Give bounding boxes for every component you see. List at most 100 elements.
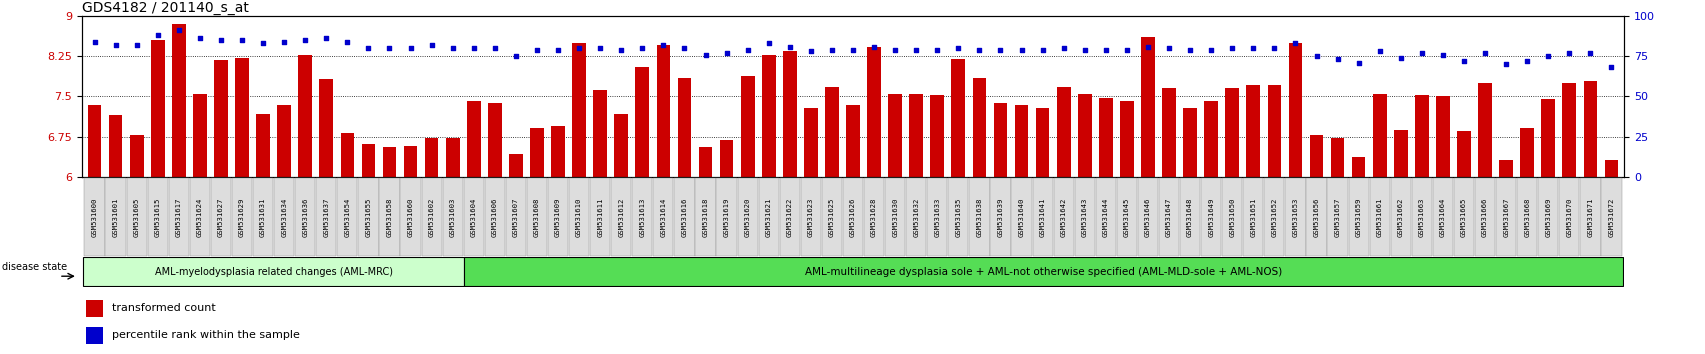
- FancyBboxPatch shape: [1221, 178, 1241, 256]
- Text: GSM531610: GSM531610: [576, 197, 581, 236]
- Point: [544, 47, 571, 53]
- Text: GSM531621: GSM531621: [766, 197, 771, 236]
- FancyBboxPatch shape: [126, 178, 147, 256]
- Bar: [1309, 135, 1323, 177]
- Bar: [909, 94, 922, 177]
- Point: [1344, 60, 1371, 65]
- Bar: [1014, 104, 1028, 177]
- Text: GSM531639: GSM531639: [997, 197, 1003, 236]
- Bar: [530, 127, 544, 177]
- Text: GSM531616: GSM531616: [680, 197, 687, 236]
- Text: GSM531605: GSM531605: [133, 197, 140, 236]
- FancyBboxPatch shape: [569, 178, 588, 256]
- Bar: [319, 79, 332, 177]
- FancyBboxPatch shape: [1579, 178, 1599, 256]
- Text: GSM531668: GSM531668: [1523, 197, 1529, 236]
- Bar: [256, 114, 269, 177]
- Point: [523, 47, 551, 53]
- Bar: [341, 133, 355, 177]
- FancyBboxPatch shape: [779, 178, 800, 256]
- FancyBboxPatch shape: [633, 178, 651, 256]
- Text: GSM531611: GSM531611: [597, 197, 604, 236]
- Point: [271, 39, 298, 45]
- Bar: [866, 47, 880, 177]
- FancyBboxPatch shape: [295, 178, 315, 256]
- Point: [1575, 50, 1603, 56]
- Bar: [740, 76, 754, 177]
- Text: GSM531614: GSM531614: [660, 197, 667, 236]
- Point: [397, 45, 425, 51]
- Point: [839, 47, 866, 53]
- Bar: [425, 138, 438, 177]
- Point: [1429, 52, 1456, 57]
- Text: GSM531632: GSM531632: [912, 197, 919, 236]
- Bar: [361, 144, 375, 177]
- Bar: [1141, 38, 1154, 177]
- Point: [1449, 58, 1477, 64]
- Text: GSM531649: GSM531649: [1207, 197, 1214, 236]
- FancyBboxPatch shape: [653, 178, 673, 256]
- FancyBboxPatch shape: [379, 178, 399, 256]
- Point: [501, 53, 529, 59]
- Point: [102, 42, 130, 48]
- Bar: [699, 148, 713, 177]
- Text: GSM531664: GSM531664: [1439, 197, 1446, 236]
- Bar: [235, 58, 249, 177]
- Bar: [593, 90, 607, 177]
- Text: GSM531669: GSM531669: [1545, 197, 1550, 236]
- FancyBboxPatch shape: [991, 178, 1009, 256]
- Text: GSM531645: GSM531645: [1124, 197, 1129, 236]
- FancyBboxPatch shape: [315, 178, 336, 256]
- Bar: [1373, 94, 1386, 177]
- Point: [922, 47, 950, 53]
- Point: [355, 45, 382, 51]
- Point: [818, 47, 846, 53]
- FancyBboxPatch shape: [1347, 178, 1367, 256]
- Bar: [1477, 83, 1492, 177]
- Point: [481, 45, 508, 51]
- Point: [1154, 45, 1182, 51]
- Point: [776, 44, 803, 49]
- Point: [713, 50, 740, 56]
- Text: GSM531661: GSM531661: [1376, 197, 1383, 236]
- Bar: [85, 300, 104, 317]
- Bar: [951, 59, 965, 177]
- Point: [228, 37, 256, 43]
- Point: [312, 36, 339, 41]
- FancyBboxPatch shape: [673, 178, 694, 256]
- Bar: [846, 104, 859, 177]
- Text: GSM531663: GSM531663: [1419, 197, 1424, 236]
- Bar: [929, 95, 943, 177]
- FancyBboxPatch shape: [905, 178, 926, 256]
- Bar: [1330, 138, 1344, 177]
- FancyBboxPatch shape: [1284, 178, 1304, 256]
- Bar: [278, 104, 292, 177]
- FancyBboxPatch shape: [1054, 178, 1072, 256]
- Point: [438, 45, 465, 51]
- FancyBboxPatch shape: [1495, 178, 1516, 256]
- Point: [1323, 57, 1350, 62]
- Point: [186, 36, 213, 41]
- Bar: [1055, 87, 1071, 177]
- FancyBboxPatch shape: [84, 178, 104, 256]
- Bar: [298, 55, 312, 177]
- Point: [1470, 50, 1497, 56]
- Bar: [1267, 85, 1280, 177]
- Text: GSM531629: GSM531629: [239, 197, 246, 236]
- Text: GSM531659: GSM531659: [1355, 197, 1361, 236]
- Text: GSM531607: GSM531607: [513, 197, 518, 236]
- Text: GSM531662: GSM531662: [1396, 197, 1403, 236]
- Bar: [404, 146, 418, 177]
- Point: [292, 37, 319, 43]
- FancyBboxPatch shape: [800, 178, 820, 256]
- Point: [1091, 47, 1118, 53]
- Bar: [1287, 43, 1301, 177]
- Point: [1113, 47, 1141, 53]
- FancyBboxPatch shape: [1011, 178, 1032, 256]
- Bar: [656, 45, 670, 177]
- FancyBboxPatch shape: [547, 178, 568, 256]
- Point: [165, 28, 193, 33]
- FancyBboxPatch shape: [464, 257, 1621, 286]
- Bar: [720, 141, 733, 177]
- Text: GSM531625: GSM531625: [829, 197, 834, 236]
